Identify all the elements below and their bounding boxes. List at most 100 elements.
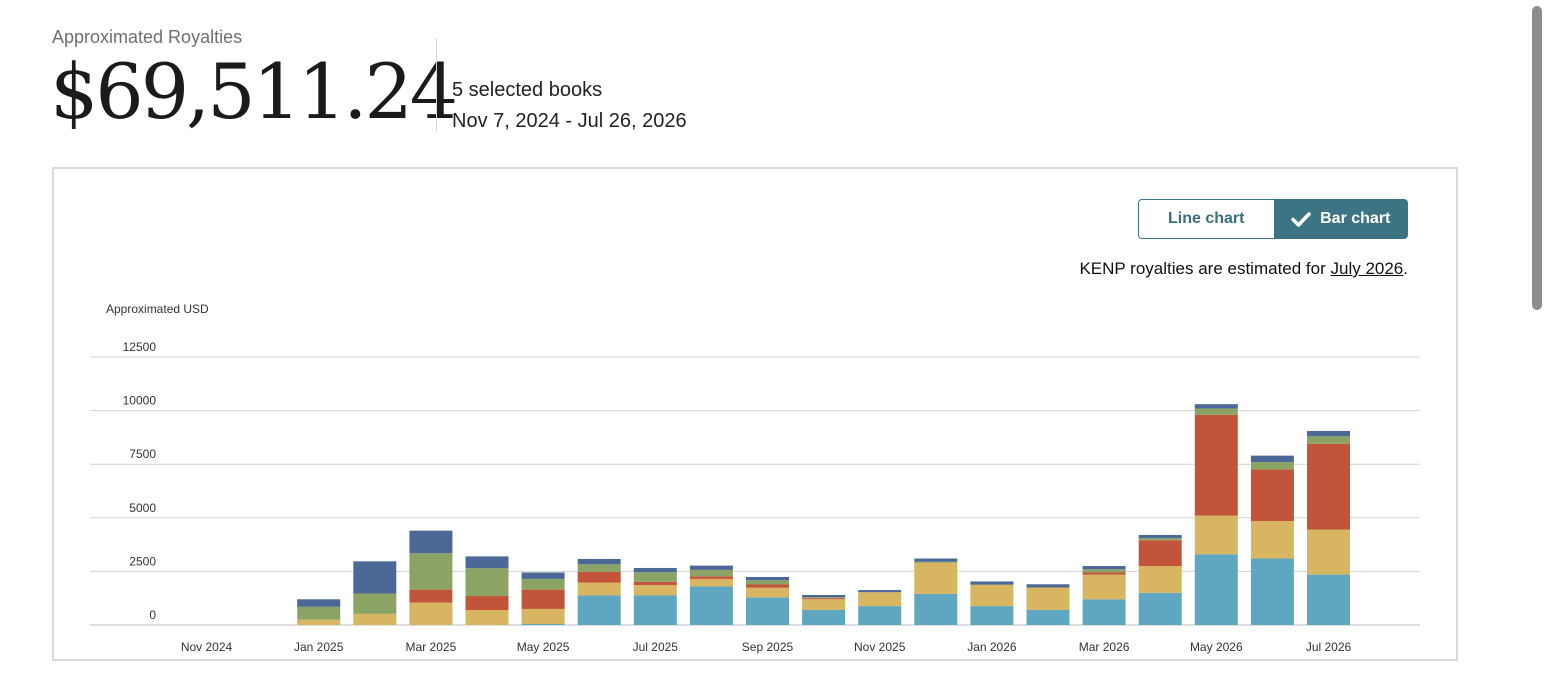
bar-segment: [633, 595, 677, 625]
bar-segment: [577, 582, 621, 596]
bar-segment: [858, 592, 902, 607]
bar-segment: [1138, 592, 1182, 625]
bar-segment: [914, 593, 958, 625]
bar-segment: [1250, 558, 1294, 625]
line-chart-button[interactable]: Line chart: [1138, 199, 1274, 239]
bar-segment: [858, 590, 902, 593]
royalties-label: Approximated Royalties: [52, 27, 243, 47]
bar-segment: [1250, 521, 1294, 559]
bar-segment: [1082, 574, 1126, 600]
x-tick-label: Mar 2026: [1079, 640, 1130, 654]
x-tick-label: Jan 2025: [294, 640, 344, 654]
bar-segment: [297, 599, 341, 607]
bar-segment: [297, 606, 341, 620]
y-axis-label: Approximated USD: [106, 302, 209, 316]
bar-segment: [1307, 529, 1350, 575]
bar-segment: [746, 576, 789, 581]
bar-segment: [914, 561, 958, 563]
bar-segment: [1026, 609, 1070, 625]
bar-segment: [802, 609, 846, 625]
x-tick-label: Nov 2025: [854, 640, 906, 654]
bar-segment: [1307, 436, 1350, 444]
bar-segment: [914, 558, 958, 562]
bar-segment: [1194, 554, 1238, 625]
bar-segment: [1138, 540, 1182, 567]
bar-chart-button[interactable]: Bar chart: [1273, 199, 1408, 239]
bar-segment: [1138, 566, 1182, 593]
bar-segment: [521, 578, 565, 590]
bar-segment: [577, 595, 621, 625]
scrollbar-thumb[interactable]: [1532, 6, 1542, 310]
bar-segment: [409, 589, 453, 603]
bar-segment: [1138, 538, 1182, 541]
bar-segment: [914, 562, 958, 594]
y-tick-label: 2500: [129, 554, 156, 568]
bar-segment: [1307, 443, 1350, 530]
x-tick-label: May 2026: [1190, 640, 1243, 654]
bar-segment: [409, 553, 453, 590]
bar-segment: [746, 584, 789, 588]
bar-segment: [409, 602, 453, 625]
bar-segment: [802, 599, 846, 610]
bar-segment: [633, 581, 677, 586]
bar-segment: [465, 609, 509, 625]
selected-books-count: 5 selected books: [452, 79, 603, 101]
bar-segment: [465, 568, 509, 597]
bar-segment: [521, 623, 565, 625]
bar-segment: [465, 556, 509, 569]
bar-segment: [521, 589, 565, 609]
bar-segment: [1082, 566, 1126, 570]
bar-segment: [970, 584, 1014, 607]
bar-segment: [802, 597, 846, 599]
bar-segment: [1082, 569, 1126, 573]
bar-segment: [353, 561, 397, 594]
bar-segment: [409, 530, 453, 554]
x-tick-label: Nov 2024: [181, 640, 233, 654]
bar-segment: [1138, 534, 1182, 539]
bar-segment: [746, 597, 789, 625]
line-chart-label: Line chart: [1168, 210, 1245, 227]
bar-segment: [521, 572, 565, 579]
bar-segment: [802, 598, 846, 600]
bar-segment: [577, 571, 621, 583]
bar-segment: [577, 564, 621, 572]
y-tick-label: 7500: [129, 447, 156, 461]
x-tick-label: Jul 2025: [633, 640, 679, 654]
bar-segment: [1026, 587, 1070, 610]
bar-segment: [858, 606, 902, 625]
bar-segment: [1307, 574, 1350, 625]
bar-segment: [689, 565, 733, 570]
kenp-note-suffix: .: [1403, 259, 1408, 278]
x-tick-label: Sep 2025: [742, 640, 794, 654]
bar-segment: [353, 613, 397, 625]
header-divider: [436, 38, 437, 132]
bar-segment: [1250, 455, 1294, 463]
bar-segment: [1194, 408, 1238, 415]
bar-segment: [1250, 469, 1294, 522]
bar-segment: [465, 596, 509, 610]
x-tick-label: May 2025: [517, 640, 570, 654]
royalties-total: $69,511.24: [50, 47, 458, 136]
kenp-month-link[interactable]: July 2026: [1330, 259, 1404, 278]
bar-segment: [1082, 572, 1126, 575]
bar-segment: [689, 569, 733, 577]
x-tick-label: Jul 2026: [1306, 640, 1352, 654]
bar-segment: [802, 594, 846, 598]
chart-type-toggle: Line chart Bar chart: [1138, 199, 1408, 239]
y-tick-label: 0: [149, 608, 156, 622]
bar-segment: [521, 608, 565, 624]
bar-segment: [1194, 414, 1238, 516]
bar-segment: [353, 593, 397, 614]
bar-chart-label: Bar chart: [1320, 210, 1391, 227]
kenp-note: KENP royalties are estimated for July 20…: [1079, 259, 1408, 279]
bar-segment: [1194, 404, 1238, 409]
kenp-note-text: KENP royalties are estimated for: [1079, 259, 1331, 278]
bar-segment: [746, 580, 789, 585]
bar-segment: [1250, 462, 1294, 470]
bar-segment: [1194, 515, 1238, 555]
y-tick-label: 12500: [123, 340, 157, 354]
bar-segment: [577, 558, 621, 565]
y-tick-label: 5000: [129, 501, 156, 515]
bar-segment: [689, 586, 733, 625]
